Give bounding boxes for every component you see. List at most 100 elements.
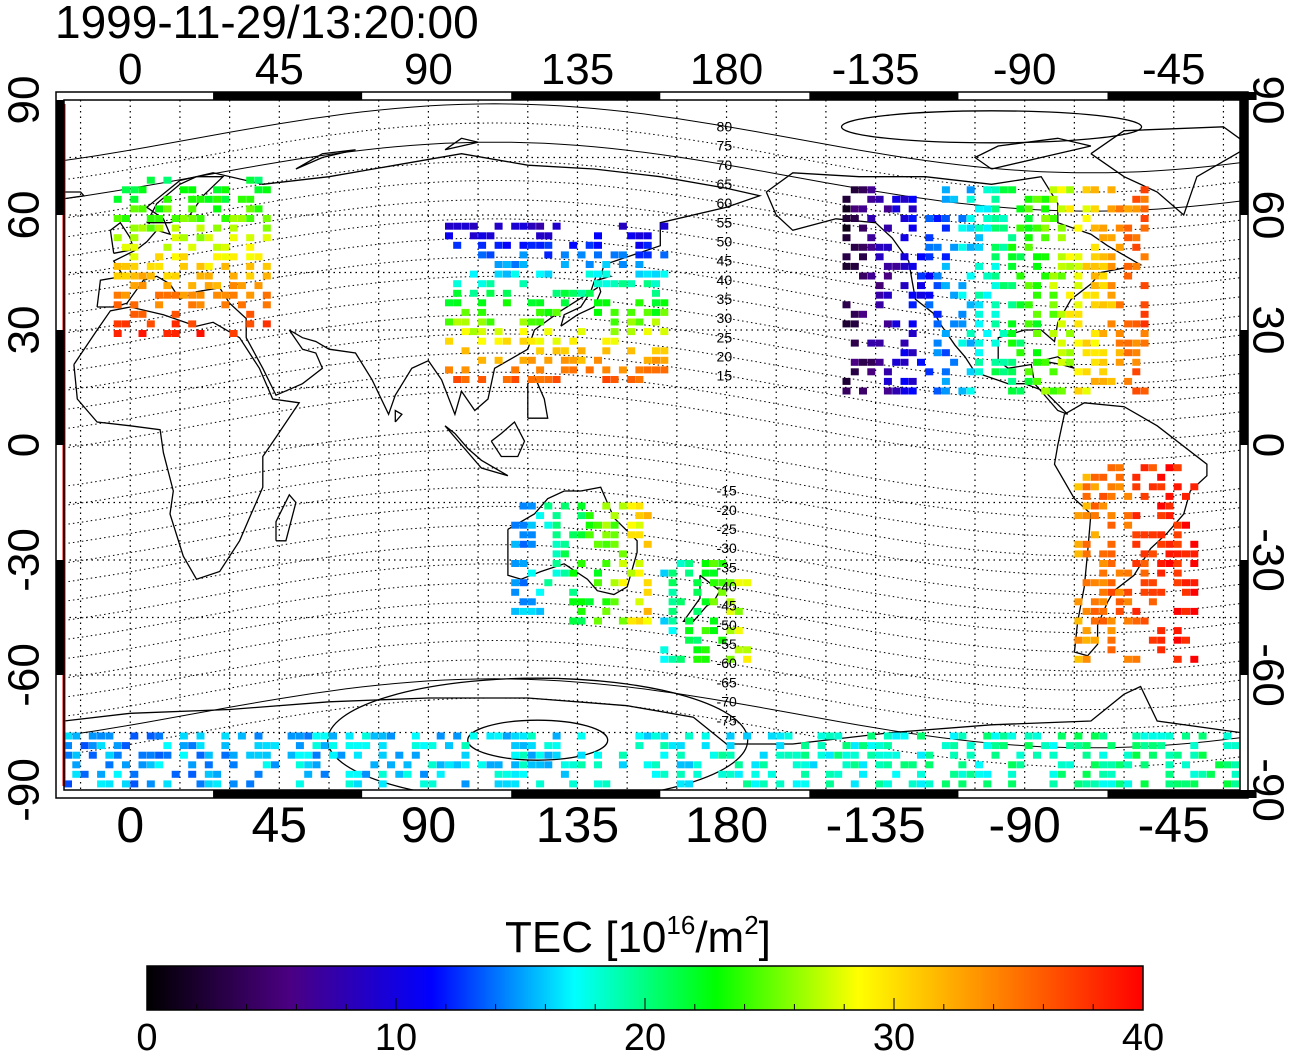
tec-cell: [527, 569, 536, 577]
tec-cell: [171, 320, 180, 328]
tec-cell: [552, 376, 561, 383]
tec-cell: [1107, 186, 1116, 194]
tec-cell: [668, 627, 677, 635]
tec-cell: [635, 241, 644, 249]
tec-cell: [1049, 186, 1058, 194]
tec-cell: [1132, 339, 1141, 347]
tec-cell: [179, 215, 188, 222]
tec-cell: [859, 186, 867, 194]
tec-cell: [469, 222, 478, 230]
tec-cell: [726, 627, 735, 635]
tec-cell: [519, 560, 528, 567]
tec-cell: [983, 291, 992, 299]
tec-cell: [229, 282, 238, 290]
tec-cell: [113, 262, 122, 270]
contour-line: [64, 371, 1240, 442]
tec-cell: [1157, 627, 1166, 635]
lat-tick-label-left: -90: [0, 758, 49, 822]
tec-cell: [867, 186, 876, 194]
tec-cell: [105, 751, 114, 759]
tec-cell: [618, 751, 627, 759]
tec-cell: [204, 282, 213, 290]
contour-line: [64, 659, 1240, 730]
tec-cell: [652, 299, 660, 307]
tec-cell: [577, 512, 586, 520]
tec-cell: [1115, 358, 1124, 366]
tec-cell: [842, 761, 851, 769]
tec-cell: [941, 377, 950, 385]
tec-cell: [983, 732, 992, 740]
tec-cell: [1140, 224, 1149, 232]
tec-cell: [1099, 502, 1108, 510]
tec-cell: [710, 579, 718, 587]
coastline: [295, 149, 356, 170]
tec-cell: [677, 790, 685, 797]
tec-cell: [842, 742, 851, 750]
lon-tick-label-bottom: 180: [685, 797, 768, 853]
tec-cell: [1082, 579, 1091, 587]
tec-cell: [246, 243, 255, 251]
tec-cell: [1074, 540, 1083, 548]
tec-cell: [511, 270, 520, 278]
tec-cell: [246, 176, 255, 184]
tec-cell: [991, 272, 1000, 280]
tec-cell: [1148, 732, 1157, 740]
tec-cell: [171, 310, 180, 318]
tec-cell: [958, 243, 967, 251]
tec-cell: [610, 318, 619, 326]
tec-cell: [379, 790, 387, 797]
tec-cell: [179, 751, 188, 759]
tec-cell: [594, 280, 602, 288]
tec-cell: [146, 320, 155, 328]
tec-cell: [519, 521, 528, 529]
tec-cell: [461, 328, 470, 336]
tec-cell: [569, 241, 578, 249]
contour-line: [64, 218, 1240, 289]
tec-cell: [254, 176, 263, 184]
tec-cell: [991, 301, 1000, 309]
tec-cell: [171, 291, 180, 299]
tec-cell: [1082, 540, 1091, 548]
colorbar-tick-label: 10: [375, 1017, 417, 1057]
tec-cell: [817, 732, 826, 740]
tec-cell: [271, 761, 279, 769]
tec-cell: [560, 550, 569, 558]
tec-cell: [171, 224, 180, 232]
tec-cell: [908, 780, 917, 788]
tec-cell: [155, 761, 164, 769]
colorbar-tick-label: 0: [136, 1017, 157, 1057]
tec-cell: [859, 243, 867, 251]
tec-cell: [1132, 531, 1141, 539]
tec-cell: [72, 732, 81, 740]
tec-cell: [1190, 550, 1199, 558]
tec-cell: [726, 598, 735, 606]
tec-cell: [660, 366, 669, 374]
tec-cell: [1090, 617, 1099, 625]
tec-cell: [179, 234, 188, 242]
tec-cell: [594, 232, 602, 240]
tec-cell: [1074, 742, 1083, 750]
tec-cell: [122, 761, 130, 769]
tec-cell: [511, 780, 520, 788]
tec-cell: [287, 751, 296, 759]
tec-cell: [229, 253, 238, 261]
tec-cell: [320, 742, 329, 750]
contour-line: [64, 467, 1240, 538]
tec-cell: [966, 215, 975, 222]
tec-cell: [196, 224, 205, 232]
tec-cell: [643, 607, 652, 615]
tec-cell: [1132, 243, 1141, 251]
tec-cell: [1016, 761, 1025, 769]
tec-cell: [917, 780, 925, 788]
tec-cell: [1082, 655, 1091, 663]
tec-cell: [842, 195, 851, 203]
tec-cell: [527, 222, 536, 230]
lat-tick-label-right: 60: [1244, 191, 1292, 240]
tec-cell: [999, 742, 1008, 750]
tec-cell: [72, 770, 81, 778]
tec-cell: [577, 328, 586, 336]
coastline: [560, 271, 613, 327]
tec-cell: [1165, 464, 1174, 472]
tec-cell: [478, 337, 487, 345]
coastline: [109, 221, 135, 254]
